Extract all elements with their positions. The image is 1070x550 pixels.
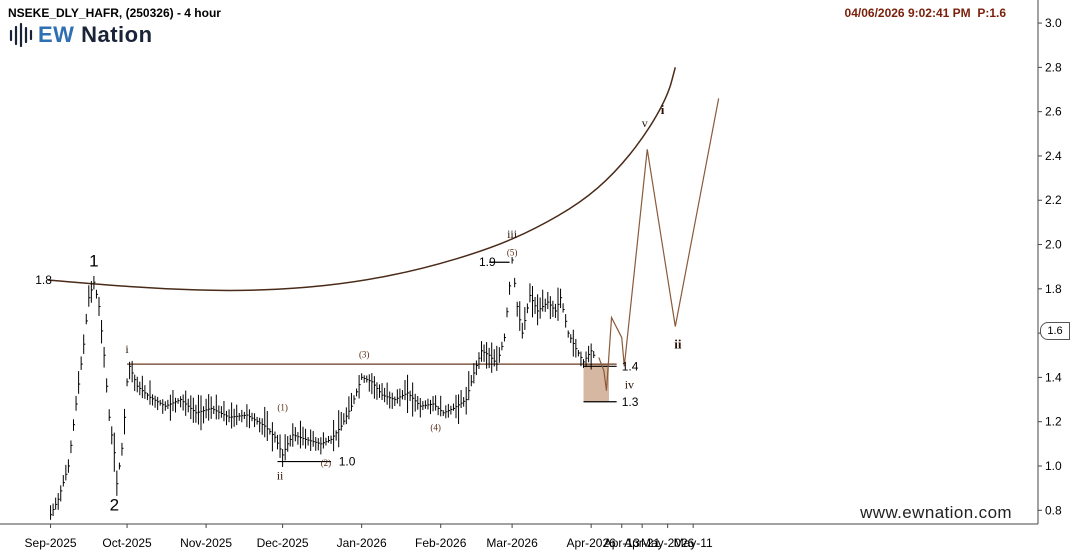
level-label: 1.0 bbox=[339, 455, 356, 469]
brand-name: EW Nation bbox=[38, 22, 153, 48]
x-tick-label: May-2026 bbox=[641, 536, 695, 550]
wave-label: (3) bbox=[359, 349, 370, 359]
projection-layer bbox=[598, 98, 720, 391]
y-tick-label: 1.0 bbox=[1045, 459, 1062, 473]
y-tick-label: 2.0 bbox=[1045, 238, 1062, 252]
chart-symbol-title: NSEKE_DLY_HAFR, (250326) - 4 hour bbox=[8, 6, 221, 20]
wave-label: (2) bbox=[321, 458, 332, 468]
wave-label: ii bbox=[277, 468, 284, 482]
horizontal-lines-layer bbox=[127, 261, 617, 463]
x-tick-label: Apr-13 bbox=[604, 536, 640, 550]
x-tick-label: Nov-2025 bbox=[180, 536, 232, 550]
y-tick-label: 2.6 bbox=[1045, 105, 1062, 119]
wave-label: iii bbox=[507, 227, 518, 241]
x-tick-label: Jan-2026 bbox=[337, 536, 387, 550]
y-tick-label: 2.2 bbox=[1045, 193, 1062, 207]
wave-label: ii bbox=[674, 337, 682, 352]
target-zone-layer bbox=[583, 364, 609, 402]
x-tick-label: Apr-2026 bbox=[566, 536, 616, 550]
waves-icon bbox=[9, 22, 33, 48]
x-tick-label: Dec-2025 bbox=[257, 536, 309, 550]
brand-logo: EW Nation bbox=[8, 22, 153, 48]
chart-datetime: 04/06/2026 9:02:41 PM P:1.6 bbox=[845, 6, 1006, 20]
wave-label: iv bbox=[625, 377, 634, 391]
x-tick-label: May-11 bbox=[674, 536, 713, 550]
y-tick-label: 0.8 bbox=[1045, 503, 1062, 517]
x-tick-label: Feb-2026 bbox=[415, 536, 467, 550]
x-tick-label: Apr-21 bbox=[624, 536, 660, 550]
watermark-url: www.ewnation.com bbox=[860, 503, 1012, 522]
y-tick-label: 2.8 bbox=[1045, 60, 1062, 74]
y-tick-label: 3.0 bbox=[1045, 16, 1062, 30]
wave-label: v bbox=[642, 116, 648, 130]
y-tick-label: 1.4 bbox=[1045, 370, 1062, 384]
precision-value: P:1.6 bbox=[977, 6, 1006, 20]
projection-path bbox=[598, 98, 720, 391]
brand-prefix: EW bbox=[38, 22, 75, 47]
y-tick-label: 2.4 bbox=[1045, 149, 1062, 163]
wave-label: (1) bbox=[277, 403, 288, 413]
target-zone bbox=[583, 364, 609, 402]
wave-label: 1 bbox=[89, 252, 98, 271]
y-tick-label: 1.2 bbox=[1045, 415, 1062, 429]
level-label: 1.8 bbox=[35, 273, 52, 287]
wave-label: i bbox=[125, 342, 129, 356]
wave-label: (4) bbox=[430, 423, 441, 433]
wave-label: i bbox=[661, 102, 665, 117]
trendline-layer bbox=[47, 67, 677, 292]
brand-suffix: Nation bbox=[74, 22, 153, 47]
axis-ticks-layer: 0.81.01.21.41.61.82.02.22.42.62.83.0Sep-… bbox=[25, 16, 1062, 550]
price-bars-layer bbox=[50, 257, 596, 520]
chart-axes bbox=[0, 0, 1039, 525]
level-label: 1.4 bbox=[622, 359, 639, 373]
y-tick-label: 1.8 bbox=[1045, 282, 1062, 296]
current-price-badge: 1.6 bbox=[1040, 322, 1070, 340]
level-label: 1.9 bbox=[479, 255, 496, 269]
x-tick-label: Mar-2026 bbox=[486, 536, 538, 550]
x-tick-label: Sep-2025 bbox=[25, 536, 77, 550]
wave-label: 2 bbox=[110, 495, 119, 514]
wave-label: (5) bbox=[507, 248, 518, 258]
arc-trendline bbox=[47, 67, 677, 292]
level-label: 1.3 bbox=[622, 395, 639, 409]
x-tick-label: Oct-2025 bbox=[102, 536, 152, 550]
wave-labels-layer: 1.81.01.91.41.312iiiiiiivviii(1)(2)(3)(4… bbox=[35, 102, 682, 514]
datetime-value: 04/06/2026 9:02:41 PM bbox=[844, 6, 971, 20]
